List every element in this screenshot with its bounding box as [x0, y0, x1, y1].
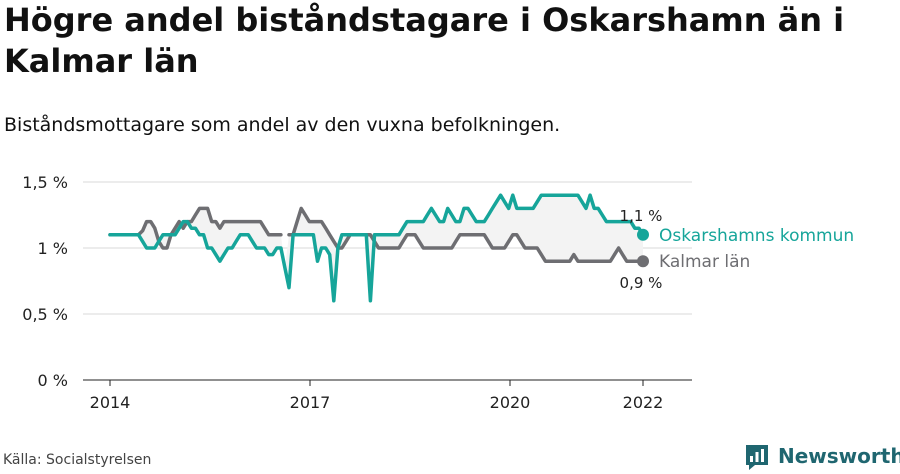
x-tick-label: 2017	[290, 393, 331, 412]
y-tick-label: 1,5 %	[22, 173, 68, 192]
chart-subtitle: Biståndsmottagare som andel av den vuxna…	[4, 114, 561, 136]
series-end-dot-oskarshamn	[637, 228, 649, 241]
data-label-kalmar-last: 0,9 %	[620, 274, 663, 292]
data-label-oskarshamn-last: 1,1 %	[620, 207, 663, 225]
brand-logo: Newsworthy	[744, 439, 900, 473]
newsworthy-logo-icon	[746, 445, 768, 470]
x-tick-label: 2014	[90, 393, 131, 412]
brand-name: Newsworthy	[778, 444, 900, 468]
series-label-oskarshamn: Oskarshamns kommun	[659, 226, 854, 246]
y-tick-label: 1 %	[38, 239, 68, 258]
y-tick-label: 0 %	[38, 371, 68, 390]
series-end-dot-kalmar	[637, 255, 649, 268]
x-tick-label: 2022	[623, 393, 664, 412]
difference-band	[110, 195, 643, 301]
series-label-kalmar: Kalmar län	[659, 252, 750, 272]
y-tick-label: 0,5 %	[22, 305, 68, 324]
chart-title: Högre andel biståndstagare i Oskarshamn …	[4, 1, 845, 80]
x-tick-label: 2020	[490, 393, 531, 412]
series-line-oskarshamn	[108, 193, 645, 303]
source-note: Källa: Socialstyrelsen	[3, 452, 152, 468]
